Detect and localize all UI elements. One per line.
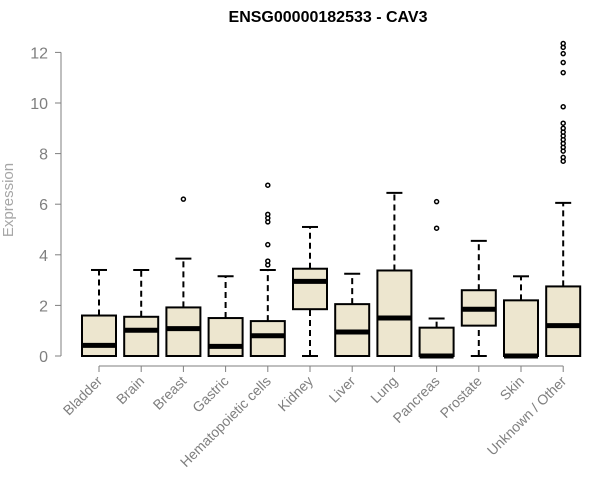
- y-tick-label: 6: [39, 197, 48, 214]
- x-tick-label: Liver: [326, 373, 359, 406]
- x-tick-label: Lung: [367, 373, 400, 406]
- outlier-point: [180, 196, 187, 202]
- outlier-point: [560, 154, 566, 161]
- y-tick-label: 10: [30, 96, 48, 113]
- outlier-point: [560, 120, 566, 126]
- iqr-box: [123, 315, 160, 358]
- box-hematopoietic-cells: [249, 182, 286, 357]
- outlier-point: [560, 125, 566, 132]
- box-skin: [503, 275, 539, 359]
- y-axis-label: Expression: [0, 163, 17, 237]
- outlier-point: [265, 182, 271, 188]
- iqr-box: [503, 299, 539, 357]
- iqr-box: [81, 314, 117, 357]
- box-bladder: [81, 268, 117, 357]
- iqr-box: [249, 320, 286, 357]
- outlier-point: [265, 258, 271, 264]
- y-tick-label: 4: [39, 248, 48, 265]
- chart-title: ENSG00000182533 - CAV3: [229, 9, 428, 26]
- x-tick-label: Prostate: [437, 373, 485, 421]
- boxes: [81, 40, 582, 359]
- outlier-point: [433, 198, 440, 205]
- outlier-point: [560, 104, 566, 110]
- outlier-point: [265, 211, 271, 218]
- iqr-box: [292, 267, 328, 311]
- box-unknown-other: [545, 40, 582, 357]
- x-tick-label: Pancreas: [390, 373, 443, 426]
- y-tick-label: 2: [39, 298, 48, 315]
- box-prostate: [460, 239, 497, 357]
- y-tick-label: 12: [30, 45, 48, 62]
- x-tick-label: Unknown / Other: [484, 373, 570, 459]
- box-liver: [334, 272, 371, 358]
- x-tick-label: Breast: [150, 373, 190, 413]
- outlier-point: [433, 225, 440, 231]
- x-tick-label: Skin: [497, 373, 528, 404]
- box-lung: [376, 191, 413, 357]
- iqr-box: [376, 269, 413, 357]
- box-kidney: [292, 225, 328, 357]
- iqr-box: [545, 285, 582, 357]
- y-tick-label: 8: [39, 147, 48, 164]
- x-tick-label: Bladder: [60, 373, 106, 419]
- box-pancreas: [418, 198, 455, 359]
- outlier-point: [560, 69, 566, 76]
- outlier-point: [560, 40, 566, 47]
- iqr-box: [207, 317, 244, 357]
- box-gastric: [207, 275, 244, 357]
- outlier-point: [265, 241, 271, 248]
- box-brain: [123, 268, 160, 358]
- y-tick-label: 0: [39, 349, 48, 366]
- iqr-box: [165, 306, 202, 358]
- x-tick-label: Kidney: [275, 373, 317, 415]
- box-breast: [165, 196, 202, 358]
- outlier-point: [560, 59, 566, 66]
- x-tick-label: Brain: [113, 373, 147, 407]
- outlier-point: [560, 50, 566, 57]
- iqr-box: [418, 326, 455, 358]
